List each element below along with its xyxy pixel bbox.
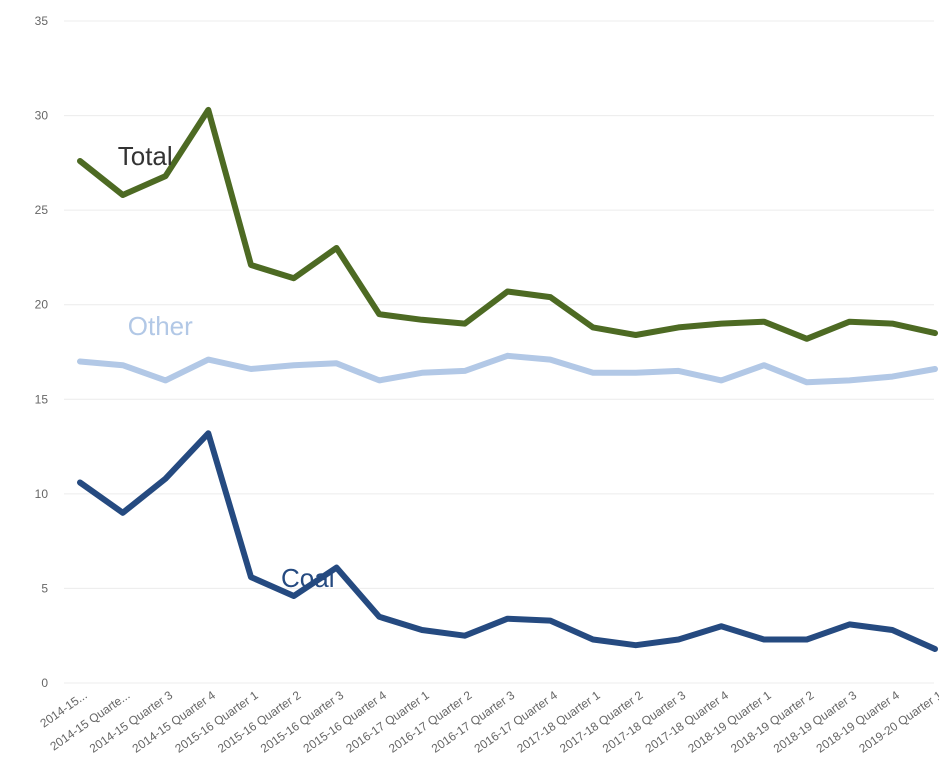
y-tick-label: 30	[35, 109, 49, 123]
series-labels: Total Other Coal	[118, 141, 335, 593]
x-axis-tick-labels: 2014-15...2014-15 Quarte...2014-15 Quart…	[37, 688, 939, 756]
series-label-other: Other	[128, 311, 193, 341]
gridlines	[64, 20, 934, 684]
series-lines	[77, 106, 938, 652]
series-line-coal	[77, 430, 938, 652]
y-tick-label: 10	[35, 487, 49, 501]
series-label-total: Total	[118, 141, 173, 171]
series-line-other	[77, 352, 938, 386]
y-tick-label: 15	[35, 392, 49, 406]
y-tick-label: 5	[41, 581, 48, 595]
series-label-coal: Coal	[281, 563, 334, 593]
series-line-total	[77, 106, 938, 342]
y-tick-label: 0	[41, 676, 48, 690]
y-tick-label: 35	[35, 14, 49, 28]
y-tick-label: 25	[35, 203, 49, 217]
y-axis-tick-labels: 0 5 10 15 20 25 30 35	[35, 14, 49, 690]
y-tick-label: 20	[35, 298, 49, 312]
